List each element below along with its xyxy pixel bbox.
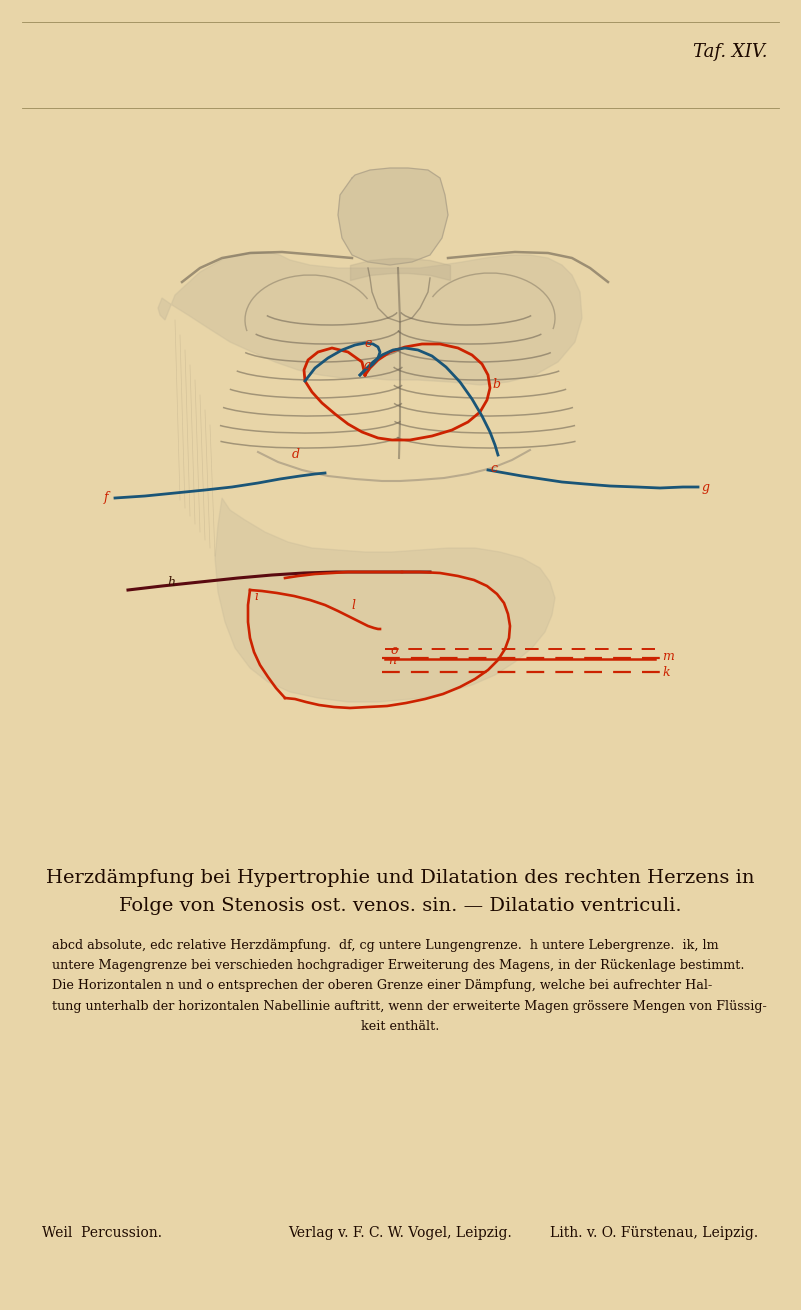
Polygon shape [215,498,555,702]
Text: i: i [254,590,258,603]
Text: d: d [292,448,300,461]
Text: Weil  Percussion.: Weil Percussion. [42,1226,162,1241]
Text: e: e [364,337,372,350]
Text: o: o [390,645,397,658]
Text: tung unterhalb der horizontalen Nabellinie auftritt, wenn der erweiterte Magen g: tung unterhalb der horizontalen Nabellin… [52,1000,767,1013]
Text: Verlag v. F. C. W. Vogel, Leipzig.: Verlag v. F. C. W. Vogel, Leipzig. [288,1226,512,1241]
Text: h: h [167,575,175,588]
Text: Taf. XIV.: Taf. XIV. [693,43,767,62]
Text: g: g [702,481,710,494]
Text: Herzdämpfung bei Hypertrophie und Dilatation des rechten Herzens in: Herzdämpfung bei Hypertrophie und Dilata… [46,869,755,887]
Text: b: b [492,379,500,392]
Text: n: n [388,655,396,668]
Text: untere Magengrenze bei verschieden hochgradiger Erweiterung des Magens, in der R: untere Magengrenze bei verschieden hochg… [52,959,744,972]
Text: l: l [351,599,355,612]
Polygon shape [158,252,582,385]
Text: Lith. v. O. Fürstenau, Leipzig.: Lith. v. O. Fürstenau, Leipzig. [549,1226,758,1241]
Text: k: k [662,665,670,679]
Text: m: m [662,651,674,663]
Text: keit enthält.: keit enthält. [360,1020,439,1034]
Text: a: a [363,359,371,372]
Text: Die Horizontalen n und o entsprechen der oberen Grenze einer Dämpfung, welche be: Die Horizontalen n und o entsprechen der… [52,980,712,993]
Text: c: c [490,461,497,474]
Text: f: f [103,491,108,504]
Polygon shape [338,168,448,265]
Text: Folge von Stenosis ost. venos. sin. — Dilatatio ventriculi.: Folge von Stenosis ost. venos. sin. — Di… [119,897,682,914]
Text: abcd absolute, edc relative Herzdämpfung.  df, cg untere Lungengrenze.  h untere: abcd absolute, edc relative Herzdämpfung… [52,938,718,951]
